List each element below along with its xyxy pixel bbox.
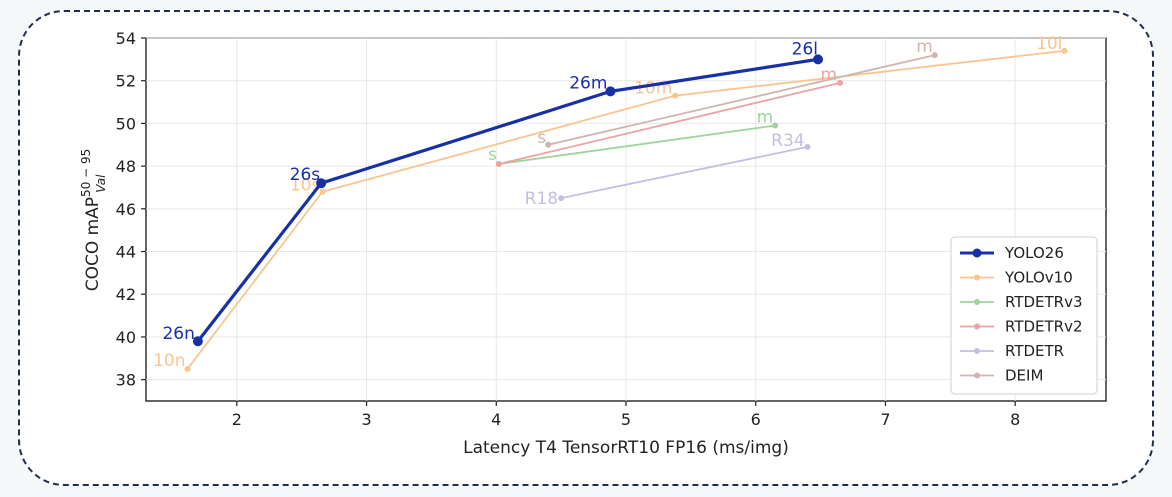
y-tick-label: 54 <box>116 29 136 48</box>
y-tick-label: 50 <box>116 114 136 133</box>
point-label: 26n <box>162 324 194 344</box>
legend-swatch-marker <box>974 299 980 305</box>
legend-item: YOLO26 <box>960 244 1064 262</box>
data-point <box>772 122 779 129</box>
grid-lines <box>146 37 1106 401</box>
data-point <box>672 92 679 99</box>
svg-text:COCO mAP50 − 95Val: COCO mAP50 − 95Val <box>79 149 108 292</box>
legend-label: YOLOv10 <box>1004 269 1073 287</box>
y-axis-label: COCO mAP50 − 95Val <box>79 149 108 292</box>
legend-swatch-marker <box>974 274 980 281</box>
data-point <box>1061 47 1068 54</box>
legend-swatch-marker <box>974 323 980 330</box>
data-point <box>316 178 327 189</box>
legend: YOLO26 YOLOv10 RTDETRv3 RTDETRv2 RTDETR DEIM <box>950 236 1098 395</box>
point-label: 26l <box>792 39 818 59</box>
x-tick-label: 8 <box>1010 410 1020 429</box>
y-axis-label-sub: Val <box>94 174 108 193</box>
series-line <box>560 146 808 200</box>
data-point <box>931 52 938 59</box>
point-label: 10l <box>1036 34 1062 54</box>
data-point <box>319 188 326 195</box>
point-label: R34 <box>771 131 804 151</box>
x-tick-label: 5 <box>621 410 631 429</box>
data-point <box>605 86 616 97</box>
y-axis-label-sup: 50 − 95 <box>79 149 93 197</box>
point-label: 10n <box>153 351 185 371</box>
series-rtdetr: R18 R34 <box>525 131 811 209</box>
point-label: 26s <box>290 165 321 185</box>
point-label: R18 <box>525 189 558 209</box>
y-tick-label: 48 <box>116 157 136 176</box>
legend-label: DEIM <box>1005 367 1043 385</box>
legend-swatch-marker <box>972 248 982 258</box>
x-tick-label: 3 <box>361 410 371 429</box>
series-line <box>498 81 841 165</box>
y-tick-label: 52 <box>116 72 136 91</box>
y-tick-label: 38 <box>116 371 136 390</box>
data-point <box>192 336 203 347</box>
series-deim: sm <box>537 37 938 148</box>
point-label: s <box>488 145 497 165</box>
legend-swatch-marker <box>974 348 980 354</box>
data-point <box>813 54 823 65</box>
legend-item: DEIM <box>960 367 1043 385</box>
data-point <box>837 79 844 86</box>
data-point <box>558 195 565 202</box>
point-label: 26m <box>569 73 607 93</box>
y-tick-label: 42 <box>116 285 136 304</box>
legend-label: RTDETRv2 <box>1005 318 1083 336</box>
data-point <box>804 143 811 150</box>
x-tick-label: 6 <box>751 410 761 429</box>
series-line <box>196 57 819 343</box>
y-tick-label: 46 <box>116 200 136 219</box>
x-tick-label: 2 <box>232 410 242 429</box>
legend-item: RTDETR <box>960 342 1064 360</box>
series-line <box>547 54 935 146</box>
data-point <box>184 365 191 372</box>
point-label: m <box>757 108 774 128</box>
x-tick-label: 7 <box>880 410 890 429</box>
legend-box <box>950 236 1098 395</box>
point-label: s <box>537 128 546 148</box>
legend-label: RTDETR <box>1005 342 1064 360</box>
point-label: m <box>916 37 933 57</box>
y-tick-label: 40 <box>116 328 136 347</box>
y-tick-label: 44 <box>116 243 136 262</box>
y-axis-label-main: COCO mAP <box>83 197 103 291</box>
legend-label: YOLO26 <box>1004 244 1064 262</box>
legend-item: RTDETRv2 <box>960 318 1083 336</box>
series-line <box>498 124 776 165</box>
point-label: 10s <box>290 176 321 196</box>
y-ticks: 38 40 42 44 46 48 50 52 54 <box>116 29 146 390</box>
x-axis-label: Latency T4 TensorRT10 FP16 (ms/img) <box>463 438 789 458</box>
legend-item: RTDETRv3 <box>960 293 1083 311</box>
legend-item: YOLOv10 <box>960 269 1073 287</box>
series-yolo26: 26n 26s 26m 26l <box>162 39 823 347</box>
data-point <box>495 160 502 167</box>
legend-swatch-marker <box>974 372 980 379</box>
series-line <box>186 49 1065 370</box>
x-tick-label: 4 <box>491 410 501 429</box>
x-ticks: 2 3 4 5 6 7 8 <box>232 401 1020 429</box>
data-point <box>545 141 552 148</box>
legend-label: RTDETRv3 <box>1005 293 1083 311</box>
